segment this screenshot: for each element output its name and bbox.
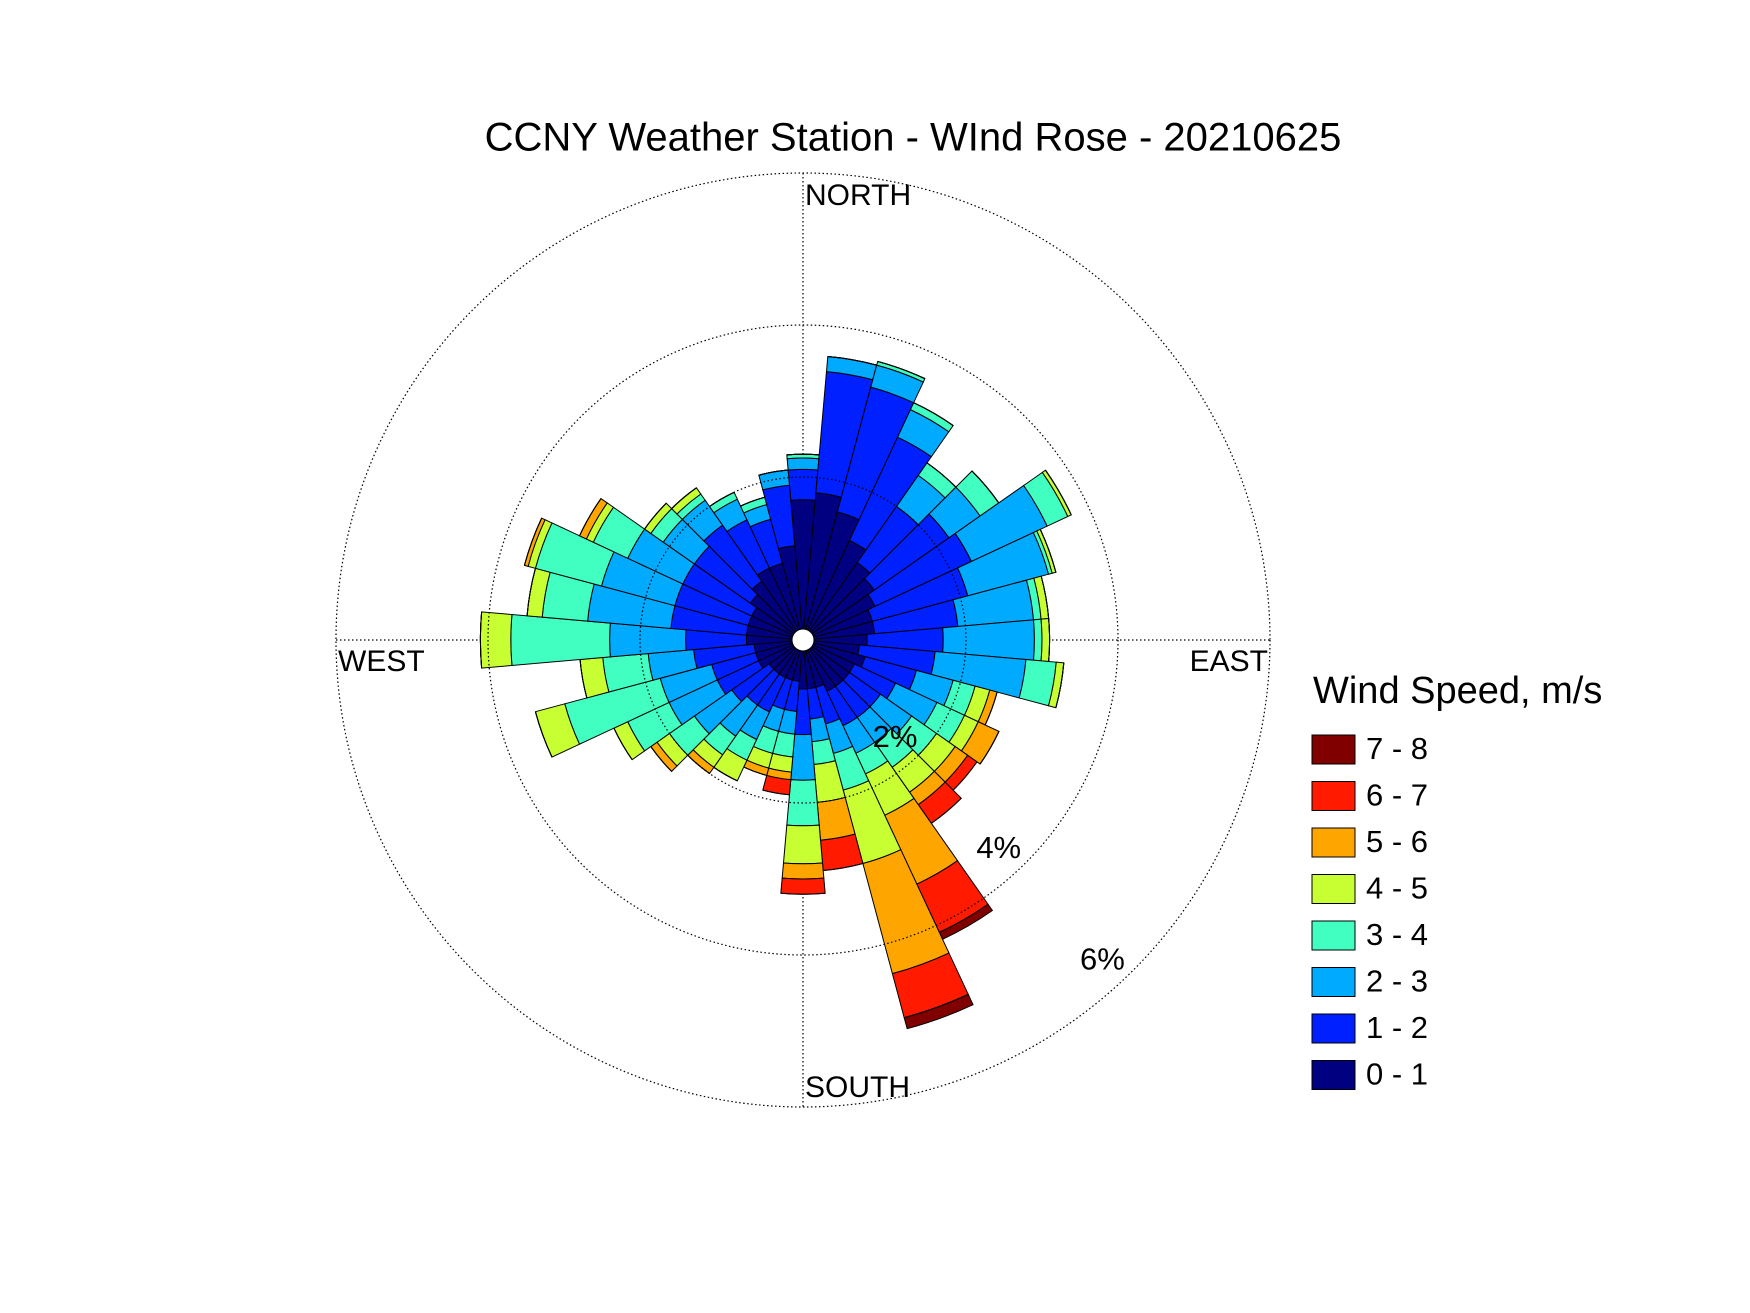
legend-swatch	[1311, 1060, 1356, 1090]
bar-segment	[782, 824, 824, 865]
bar-segment	[786, 457, 820, 471]
legend-label: 2 - 3	[1366, 964, 1428, 999]
legend-swatch	[1311, 1013, 1356, 1044]
bar-segment	[979, 731, 1000, 765]
grid-ring	[335, 172, 1271, 1108]
legend-swatch	[1311, 734, 1356, 765]
grid-ring	[487, 324, 1119, 956]
legend-swatch	[1311, 781, 1356, 811]
bar-segment	[1040, 617, 1051, 663]
legend-label: 7 - 8	[1366, 731, 1428, 766]
bar-segment	[644, 502, 667, 530]
direction-label: NORTH	[805, 179, 911, 212]
bar-segment	[758, 469, 789, 476]
legend-label: 3 - 4	[1366, 917, 1428, 952]
bar-segment	[780, 877, 826, 895]
bar-segment	[1055, 662, 1065, 708]
bar-segment	[762, 789, 790, 796]
legend-label: 6 - 7	[1366, 778, 1428, 813]
bar-segment	[877, 360, 926, 380]
grid-ring	[639, 476, 967, 804]
bar-segment	[534, 711, 553, 758]
direction-label: SOUTH	[805, 1071, 910, 1104]
legend-label: 4 - 5	[1366, 871, 1428, 906]
bar-segment	[781, 862, 825, 880]
bar-segment	[479, 611, 513, 669]
legend-label: 0 - 1	[1366, 1057, 1428, 1092]
bar-segment	[479, 611, 483, 669]
bar-segment	[903, 993, 974, 1030]
legend-label: 1 - 2	[1366, 1010, 1428, 1045]
legend-swatch	[1311, 967, 1356, 997]
direction-label: WEST	[338, 645, 425, 678]
bar-segment	[579, 498, 602, 536]
legend-label: 5 - 6	[1366, 824, 1428, 859]
ring-label: 4%	[976, 830, 1021, 865]
legend-title: Wind Speed, m/s	[1313, 670, 1602, 712]
chart-title: CCNY Weather Station - WInd Rose - 20210…	[485, 116, 1342, 160]
ring-label: 6%	[1080, 941, 1125, 976]
legend-swatch	[1311, 874, 1356, 904]
center-hole	[791, 628, 815, 652]
bar-segment	[913, 402, 954, 426]
bar-segment	[787, 468, 819, 501]
legend-swatch	[1311, 920, 1356, 951]
legend-swatch	[1311, 827, 1356, 858]
bar-segment	[523, 517, 543, 566]
ring-label: 2%	[873, 719, 918, 754]
direction-label: EAST	[1190, 645, 1268, 678]
bar-segment	[1032, 618, 1043, 662]
